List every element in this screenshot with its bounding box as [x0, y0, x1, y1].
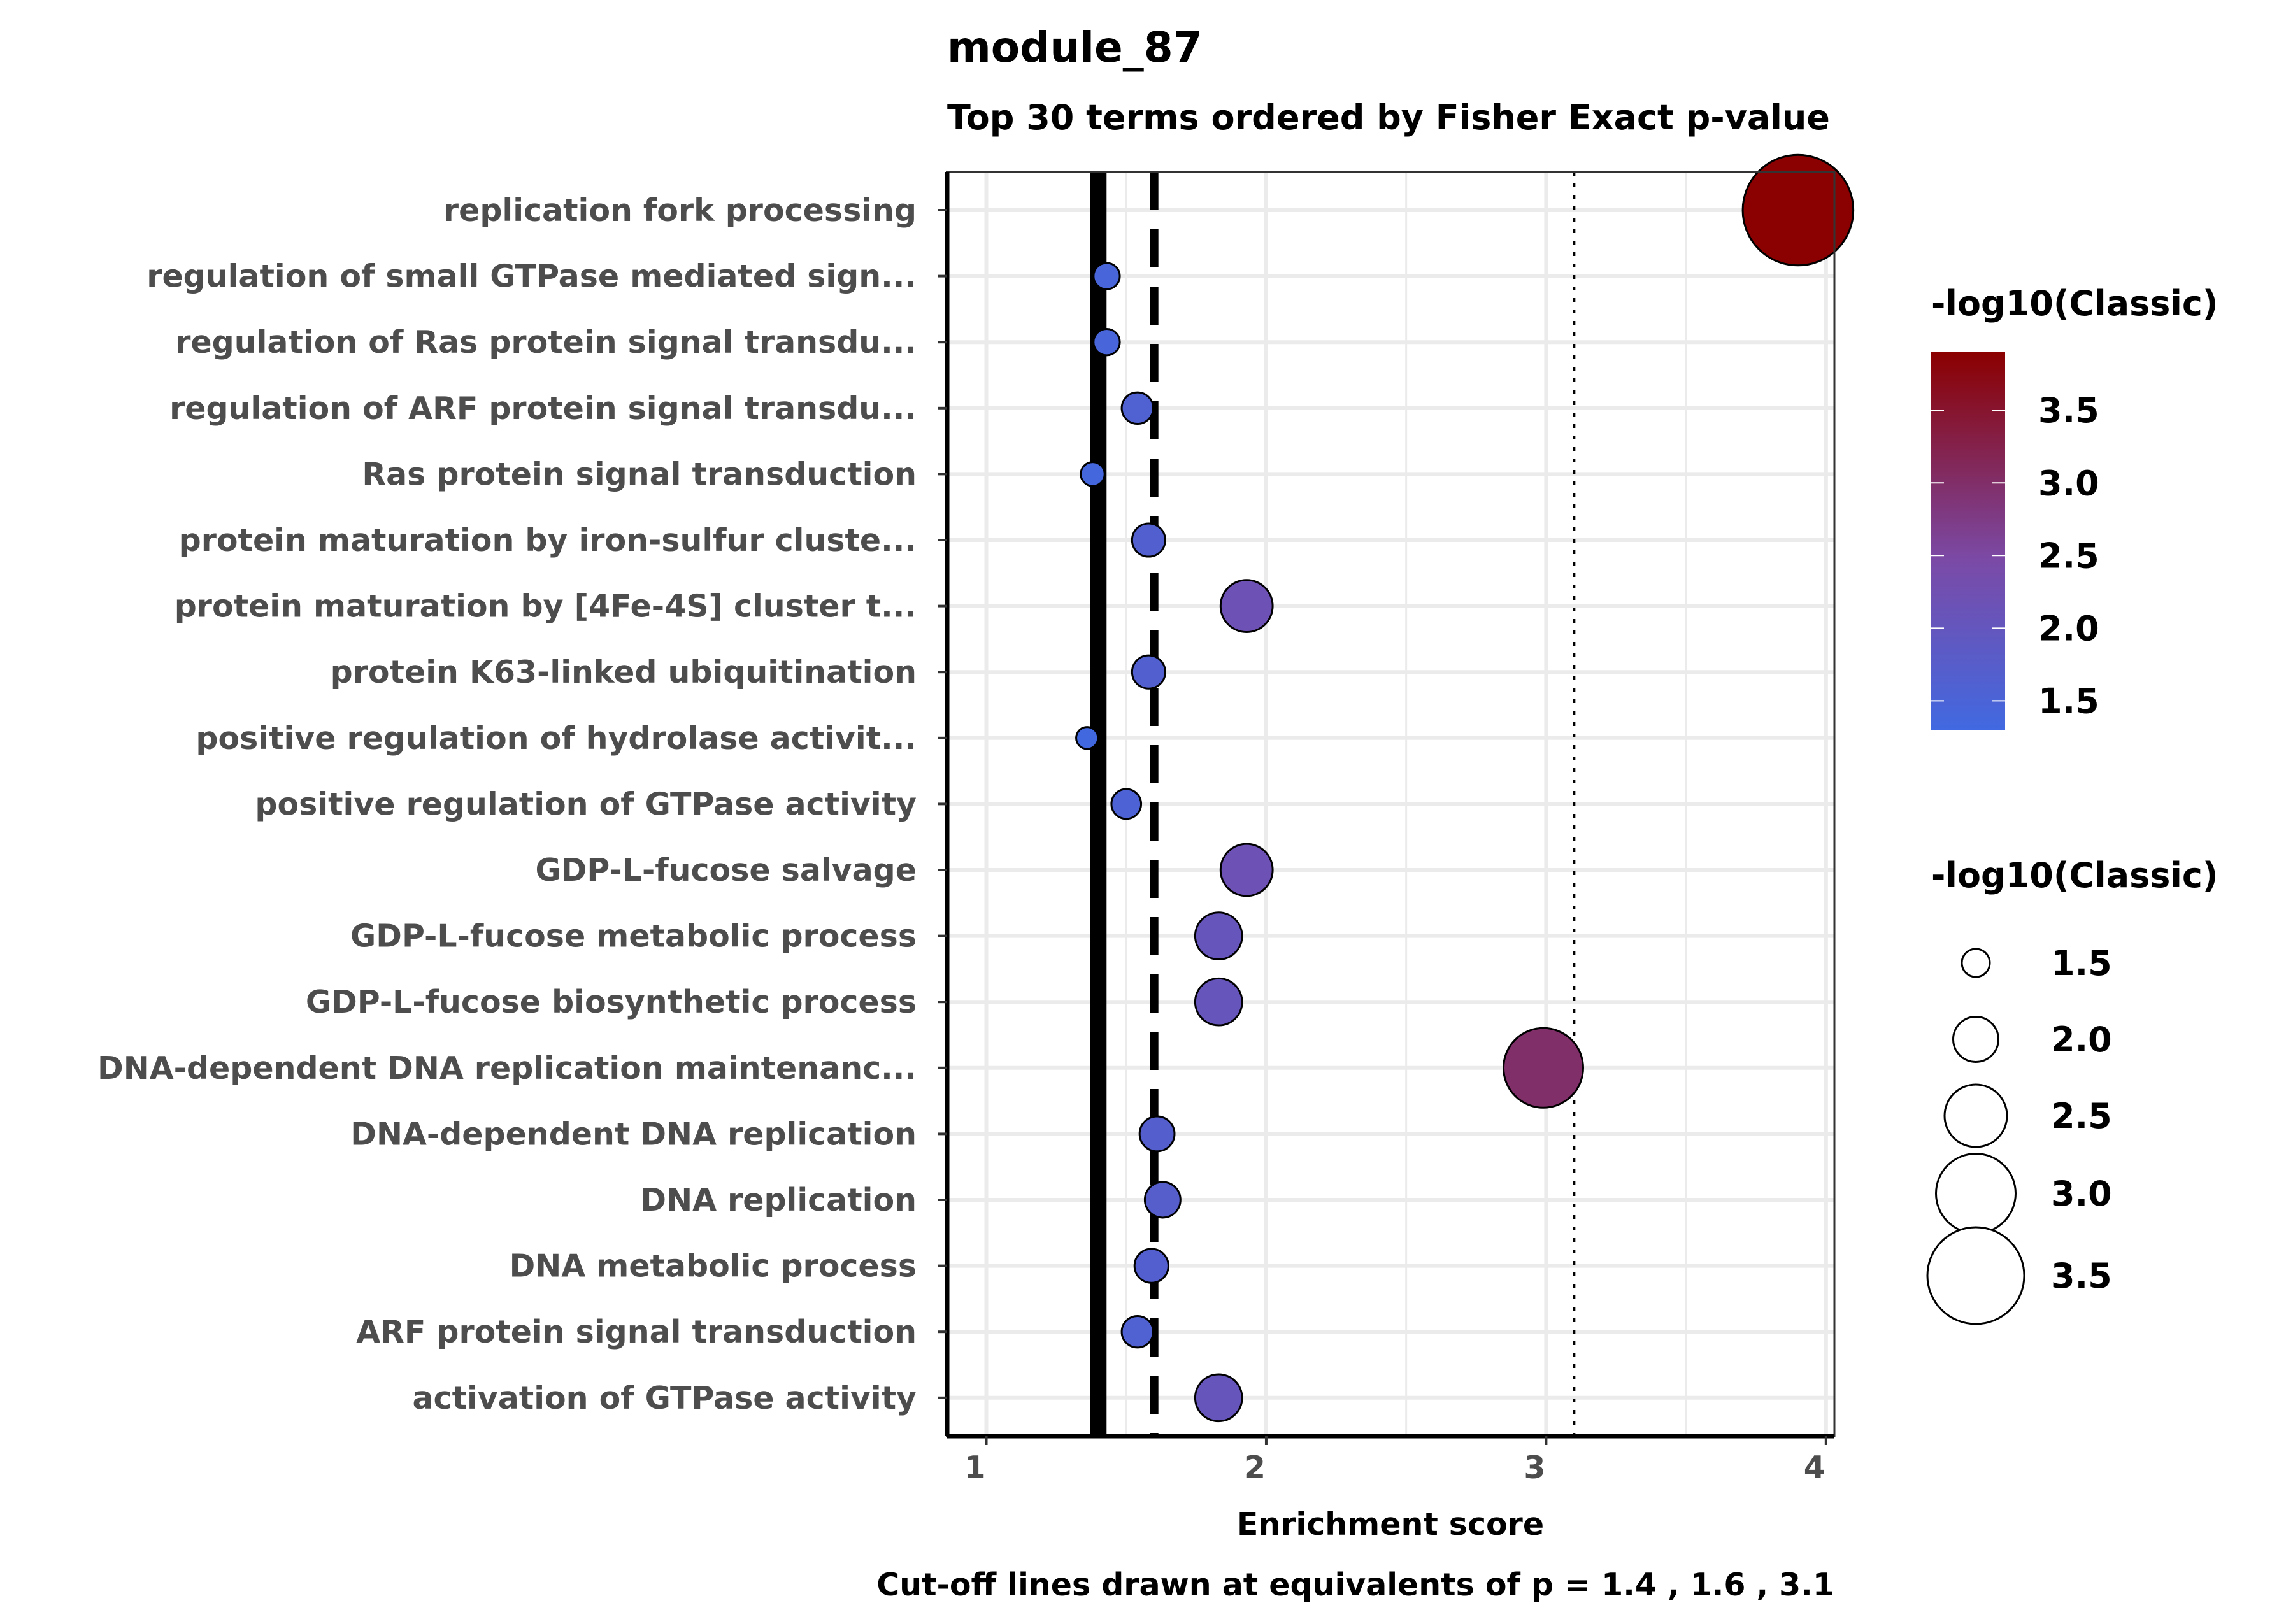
color-legend-label: 1.5	[2038, 681, 2099, 721]
x-tick-label: 4	[1804, 1449, 1825, 1486]
chart-caption: Cut-off lines drawn at equivalents of p …	[876, 1567, 1834, 1603]
chart-title: module_87	[947, 23, 1203, 72]
data-point	[1741, 153, 1855, 267]
data-points	[1075, 153, 1855, 1423]
size-legend-label: 1.5	[2051, 943, 2112, 983]
y-tick-label: DNA metabolic process	[510, 1248, 917, 1285]
size-legend-title: -log10(Classic)	[1931, 855, 2218, 895]
data-point	[1133, 1248, 1169, 1284]
data-point	[1131, 654, 1166, 690]
y-tick-label: regulation of small GTPase mediated sign…	[146, 259, 917, 295]
data-point	[1080, 461, 1106, 487]
data-point	[1120, 391, 1155, 425]
size-legend-items: 1.5 2.0 2.5 3.0 3.5	[1926, 943, 2112, 1325]
y-tick-label: protein maturation by [4Fe-4S] cluster t…	[175, 588, 917, 625]
x-tick-label: 3	[1524, 1449, 1545, 1486]
x-axis-ticks: 1 2 3 4	[964, 1436, 1827, 1486]
y-tick-label: regulation of ARF protein signal transdu…	[169, 390, 917, 427]
x-tick-label: 2	[1244, 1449, 1266, 1486]
color-bar	[1931, 352, 2005, 730]
color-legend-label: 2.5	[2038, 536, 2099, 576]
y-tick-label: DNA-dependent DNA replication maintenanc…	[97, 1050, 917, 1086]
cutoff-lines	[1090, 172, 1576, 1436]
size-legend-circle	[1926, 1226, 2025, 1325]
y-tick-label: ARF protein signal transduction	[356, 1314, 917, 1350]
color-legend-title: -log10(Classic)	[1931, 283, 2218, 324]
y-tick-label: positive regulation of hydrolase activit…	[196, 720, 917, 757]
y-tick-label: protein K63-linked ubiquitination	[331, 654, 917, 690]
size-legend-label: 3.0	[2051, 1174, 2112, 1214]
size-legend-circle	[1935, 1153, 2017, 1234]
y-tick-label: positive regulation of GTPase activity	[255, 786, 917, 822]
chart-subtitle: Top 30 terms ordered by Fisher Exact p-v…	[947, 97, 1830, 138]
data-point	[1194, 911, 1243, 960]
x-axis-label: Enrichment score	[1237, 1506, 1544, 1542]
data-point	[1194, 1373, 1243, 1423]
data-point	[1219, 843, 1274, 897]
color-legend: -log10(Classic) 3.5 3.0 2.5 2.0 1.5	[1931, 283, 2218, 730]
data-point	[1219, 579, 1274, 633]
y-tick-label: Ras protein signal transduction	[362, 456, 917, 492]
data-point	[1092, 262, 1121, 290]
color-legend-label: 3.5	[2038, 390, 2099, 431]
data-point	[1075, 726, 1099, 750]
plot-panel	[945, 153, 1855, 1439]
y-tick-label: protein maturation by iron-sulfur cluste…	[179, 522, 917, 559]
size-legend-label: 3.5	[2051, 1256, 2112, 1296]
data-point	[1120, 1315, 1155, 1349]
y-tick-label: replication fork processing	[443, 192, 917, 229]
data-point	[1502, 1027, 1584, 1109]
y-tick-label: regulation of Ras protein signal transdu…	[175, 324, 917, 360]
y-tick-label: GDP-L-fucose metabolic process	[350, 918, 917, 955]
size-legend: -log10(Classic) 1.5 2.0 2.5 3.0 3.5	[1926, 855, 2218, 1325]
data-point	[1194, 977, 1243, 1027]
size-legend-label: 2.5	[2051, 1096, 2112, 1136]
y-tick-label: activation of GTPase activity	[412, 1380, 917, 1416]
size-legend-circle	[1952, 1016, 1999, 1063]
color-legend-ticks: 3.5 3.0 2.5 2.0 1.5	[1931, 390, 2099, 721]
data-point	[1110, 788, 1143, 820]
y-tick-label: GDP-L-fucose biosynthetic process	[306, 984, 917, 1020]
size-legend-label: 2.0	[2051, 1020, 2112, 1060]
x-tick-label: 1	[964, 1449, 985, 1486]
y-tick-label: DNA-dependent DNA replication	[350, 1116, 917, 1152]
color-legend-label: 2.0	[2038, 608, 2099, 648]
data-point	[1131, 522, 1166, 558]
y-axis-ticks: replication fork processing regulation of…	[97, 192, 947, 1416]
size-legend-circle	[1943, 1083, 2008, 1148]
size-legend-circle	[1961, 948, 1991, 978]
y-tick-label: GDP-L-fucose salvage	[535, 852, 917, 888]
color-legend-label: 3.0	[2038, 463, 2099, 503]
y-tick-label: DNA replication	[640, 1182, 917, 1218]
data-point	[1143, 1181, 1182, 1219]
data-point	[1138, 1115, 1176, 1153]
data-point	[1092, 328, 1121, 357]
